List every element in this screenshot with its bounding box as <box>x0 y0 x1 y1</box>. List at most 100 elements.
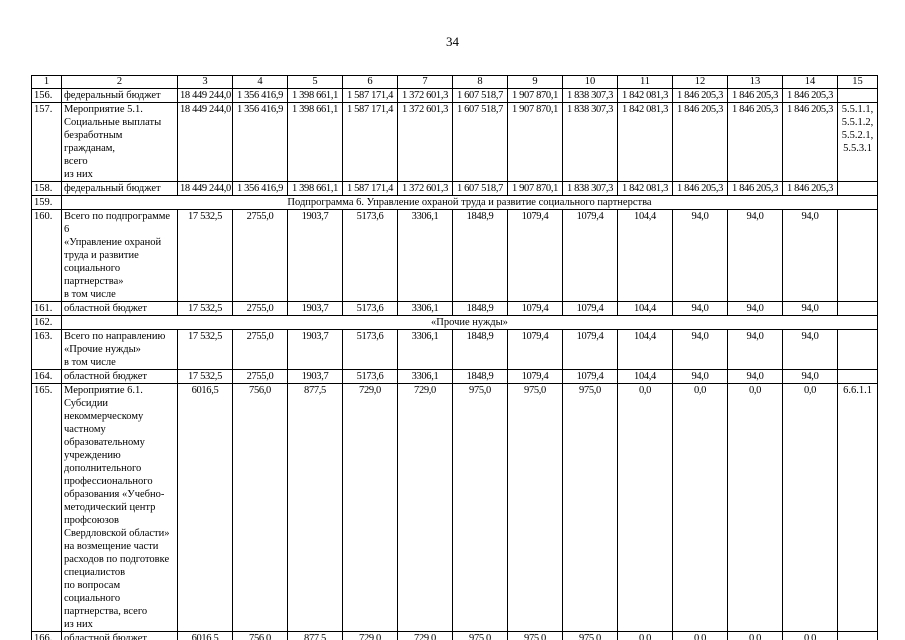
value-cell: 877,5 <box>287 383 343 632</box>
value-cell: 1 907 870,1 <box>507 102 563 182</box>
value-cell: 1903,7 <box>287 301 343 316</box>
value-cell: 17 532,5 <box>177 301 233 316</box>
value-cell: 975,0 <box>562 383 618 632</box>
value-cell: 1 842 081,3 <box>617 102 673 182</box>
ref-cell <box>837 631 878 640</box>
page-number: 34 <box>446 34 459 49</box>
row-number-cell: 156. <box>31 88 62 103</box>
column-header: 2 <box>61 75 178 89</box>
column-header: 10 <box>562 75 618 89</box>
value-cell: 1 372 601,3 <box>397 88 453 103</box>
value-cell: 729,0 <box>342 631 398 640</box>
value-cell: 94,0 <box>782 369 838 384</box>
column-header: 9 <box>507 75 563 89</box>
value-cell: 94,0 <box>672 369 728 384</box>
value-cell: 5173,6 <box>342 329 398 370</box>
row-number-cell: 165. <box>31 383 62 632</box>
table-row: 158. федеральный бюджет 18 449 244,0 1 356 … <box>31 181 878 196</box>
value-cell: 1 607 518,7 <box>452 181 508 196</box>
table-row: 160. Всего по подпрограмме 6 «Управление … <box>31 209 878 302</box>
value-cell: 0,0 <box>672 383 728 632</box>
value-cell: 1 846 205,3 <box>672 102 728 182</box>
value-cell: 1903,7 <box>287 329 343 370</box>
value-cell: 6016,5 <box>177 383 233 632</box>
table-row: 162. «Прочие нужды» <box>31 315 878 330</box>
value-cell: 1 842 081,3 <box>617 88 673 103</box>
row-label-cell: Мероприятие 5.1. Социальные выплаты безр… <box>61 102 178 182</box>
column-header: 7 <box>397 75 453 89</box>
value-cell: 0,0 <box>672 631 728 640</box>
value-cell: 17 532,5 <box>177 209 233 302</box>
value-cell: 1 907 870,1 <box>507 88 563 103</box>
value-cell: 1848,9 <box>452 329 508 370</box>
value-cell: 94,0 <box>727 209 783 302</box>
value-cell: 2755,0 <box>232 301 288 316</box>
table-row: 165. Мероприятие 6.1. Субсидии некоммерче… <box>31 383 878 632</box>
value-cell: 1079,4 <box>562 369 618 384</box>
row-number-cell: 158. <box>31 181 62 196</box>
value-cell: 104,4 <box>617 369 673 384</box>
value-cell: 3306,1 <box>397 369 453 384</box>
row-number-cell: 162. <box>31 315 62 330</box>
table-row: 156. федеральный бюджет 18 449 244,0 1 356 … <box>31 88 878 103</box>
row-number-cell: 161. <box>31 301 62 316</box>
value-cell: 0,0 <box>727 383 783 632</box>
value-cell: 94,0 <box>672 301 728 316</box>
table-row: 159. Подпрограмма 6. Управление охраной т… <box>31 195 878 210</box>
value-cell: 756,0 <box>232 383 288 632</box>
ref-cell: 5.5.1.1, 5.5.1.2, 5.5.2.1, 5.5.3.1 <box>837 102 878 182</box>
column-header: 14 <box>782 75 838 89</box>
value-cell: 1 846 205,3 <box>727 102 783 182</box>
value-cell: 1903,7 <box>287 209 343 302</box>
value-cell: 94,0 <box>672 329 728 370</box>
value-cell: 1 398 661,1 <box>287 88 343 103</box>
row-number-cell: 159. <box>31 195 62 210</box>
value-cell: 729,0 <box>342 383 398 632</box>
value-cell: 1 846 205,3 <box>672 181 728 196</box>
value-cell: 1903,7 <box>287 369 343 384</box>
value-cell: 1 398 661,1 <box>287 102 343 182</box>
value-cell: 94,0 <box>782 301 838 316</box>
budget-table: 1 2 3 4 5 6 7 8 9 10 11 12 13 14 15 156. федеральный бю… <box>31 75 878 640</box>
value-cell: 1 587 171,4 <box>342 102 398 182</box>
value-cell: 2755,0 <box>232 369 288 384</box>
value-cell: 1079,4 <box>507 329 563 370</box>
row-number-cell: 160. <box>31 209 62 302</box>
column-header: 11 <box>617 75 673 89</box>
value-cell: 0,0 <box>782 631 838 640</box>
value-cell: 1079,4 <box>562 329 618 370</box>
value-cell: 94,0 <box>727 329 783 370</box>
value-cell: 1 842 081,3 <box>617 181 673 196</box>
value-cell: 729,0 <box>397 631 453 640</box>
column-header: 8 <box>452 75 508 89</box>
value-cell: 1079,4 <box>507 301 563 316</box>
row-label-cell: областной бюджет <box>61 631 178 640</box>
ref-cell <box>837 88 878 103</box>
value-cell: 1848,9 <box>452 301 508 316</box>
row-label-cell: Всего по направлению «Прочие нужды» в то… <box>61 329 178 370</box>
value-cell: 1 356 416,9 <box>232 102 288 182</box>
ref-cell <box>837 181 878 196</box>
value-cell: 1079,4 <box>507 369 563 384</box>
value-cell: 1079,4 <box>562 301 618 316</box>
value-cell: 18 449 244,0 <box>177 181 233 196</box>
row-label-cell: областной бюджет <box>61 369 178 384</box>
column-header: 5 <box>287 75 343 89</box>
value-cell: 1 607 518,7 <box>452 102 508 182</box>
value-cell: 5173,6 <box>342 369 398 384</box>
ref-cell <box>837 301 878 316</box>
table-row: 163. Всего по направлению «Прочие нужды» … <box>31 329 878 370</box>
value-cell: 1 846 205,3 <box>727 181 783 196</box>
value-cell: 18 449 244,0 <box>177 102 233 182</box>
table-row: 164. областной бюджет 17 532,5 2755,0 1903,7… <box>31 369 878 384</box>
column-header: 15 <box>837 75 878 89</box>
value-cell: 1 356 416,9 <box>232 181 288 196</box>
value-cell: 17 532,5 <box>177 369 233 384</box>
value-cell: 1079,4 <box>507 209 563 302</box>
value-cell: 975,0 <box>507 631 563 640</box>
row-label-cell: Мероприятие 6.1. Субсидии некоммерческом… <box>61 383 178 632</box>
column-header: 6 <box>342 75 398 89</box>
row-number-cell: 166. <box>31 631 62 640</box>
value-cell: 1 587 171,4 <box>342 181 398 196</box>
value-cell: 5173,6 <box>342 209 398 302</box>
